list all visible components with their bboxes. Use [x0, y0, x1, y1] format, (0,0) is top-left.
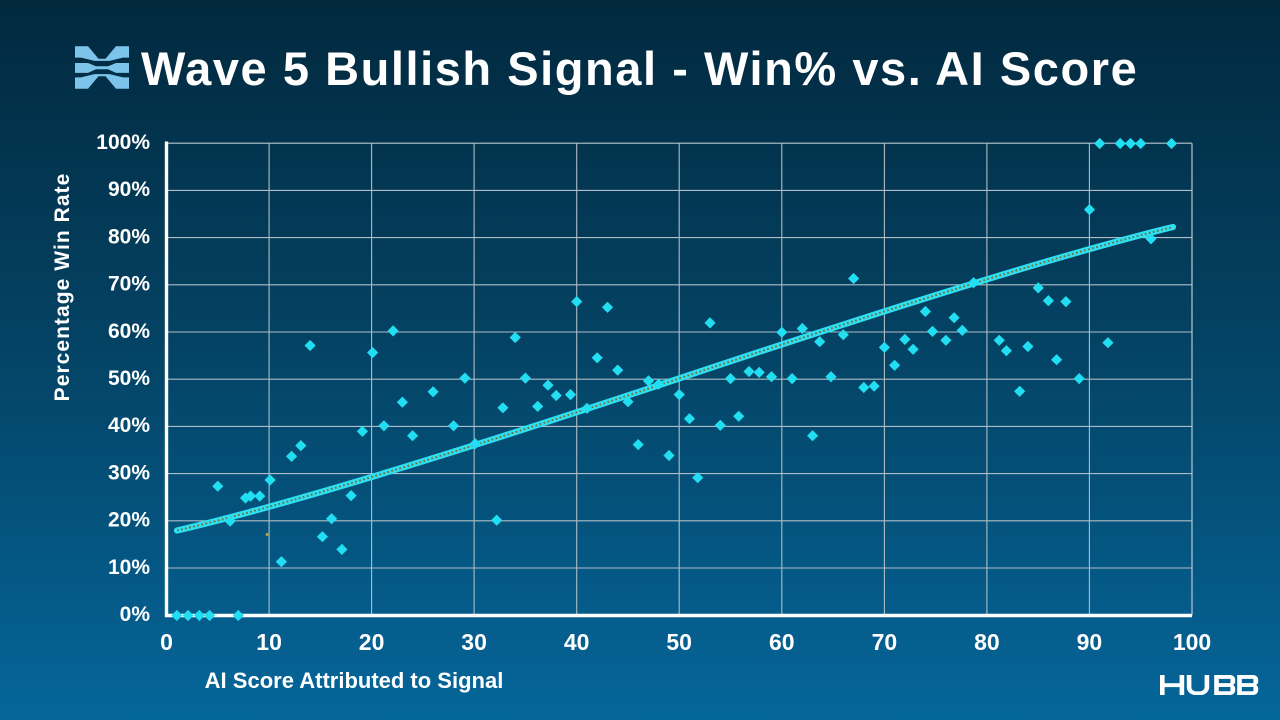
svg-text:70%: 70% — [108, 273, 150, 296]
svg-text:70: 70 — [872, 629, 898, 655]
svg-text:50: 50 — [666, 629, 692, 655]
svg-text:40: 40 — [564, 629, 590, 655]
svg-text:40%: 40% — [108, 414, 150, 437]
svg-text:100%: 100% — [96, 131, 150, 154]
svg-text:10: 10 — [256, 629, 282, 655]
svg-text:50%: 50% — [108, 367, 150, 390]
svg-text:30: 30 — [461, 629, 487, 655]
svg-text:20%: 20% — [108, 509, 150, 532]
svg-text:90%: 90% — [108, 178, 150, 201]
svg-text:Wave 5 Bullish Signal - Win% v: Wave 5 Bullish Signal - Win% vs. AI Scor… — [141, 42, 1138, 95]
svg-text:AI Score Attributed to Signal: AI Score Attributed to Signal — [205, 668, 504, 693]
svg-text:100: 100 — [1173, 629, 1211, 655]
svg-text:0%: 0% — [120, 603, 151, 626]
svg-text:10%: 10% — [108, 556, 150, 579]
svg-text:80%: 80% — [108, 225, 150, 248]
svg-text:60: 60 — [769, 629, 795, 655]
svg-text:30%: 30% — [108, 461, 150, 484]
svg-text:0: 0 — [160, 629, 173, 655]
svg-text:80: 80 — [974, 629, 1000, 655]
svg-text:Percentage Win Rate: Percentage Win Rate — [51, 173, 74, 402]
svg-text:60%: 60% — [108, 320, 150, 343]
svg-text:90: 90 — [1077, 629, 1103, 655]
svg-text:20: 20 — [359, 629, 385, 655]
